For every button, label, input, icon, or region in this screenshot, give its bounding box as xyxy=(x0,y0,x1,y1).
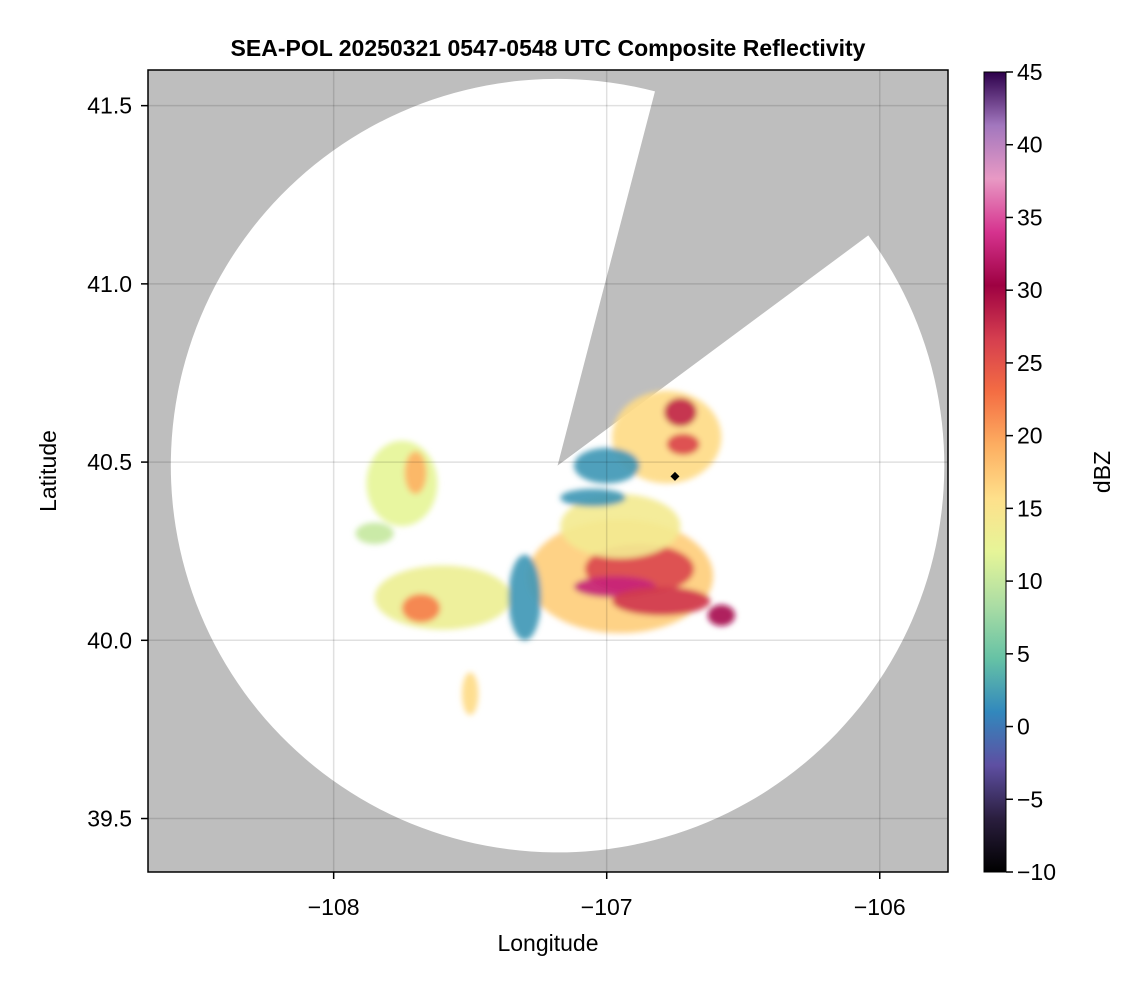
echo-central-north-cell xyxy=(560,494,681,559)
echo-weak-band-south xyxy=(560,488,626,507)
colorbar-tick-label: −5 xyxy=(1017,786,1043,812)
colorbar-ticks: −10 −5 0 5 10 15 20 25 30 35 40 45 xyxy=(1006,59,1056,885)
colorbar-tick-label: 15 xyxy=(1017,495,1043,521)
colorbar-tick-label: 40 xyxy=(1017,132,1043,158)
colorbar-tick-label: 30 xyxy=(1017,277,1043,303)
echo-western-cell xyxy=(374,565,512,630)
y-tick-label: 39.5 xyxy=(87,806,132,832)
y-axis-label: Latitude xyxy=(35,430,61,512)
echo-northeast-weak-band xyxy=(573,447,640,484)
y-tick-label: 40.0 xyxy=(87,627,132,653)
y-tick-label: 40.5 xyxy=(87,449,132,475)
x-axis-ticks: −108 −107 −106 xyxy=(308,872,906,920)
y-axis-ticks: 39.5 40.0 40.5 41.0 41.5 xyxy=(87,93,148,832)
colorbar-tick-label: 0 xyxy=(1017,714,1030,740)
echo-southwest-line xyxy=(461,672,479,716)
colorbar-tick-label: 20 xyxy=(1017,423,1043,449)
echo-west-small-cell xyxy=(355,522,394,545)
colorbar-tick-label: 10 xyxy=(1017,568,1043,594)
plot-frame xyxy=(147,69,949,873)
colorbar-tick-label: 35 xyxy=(1017,204,1043,230)
colorbar-tick-label: 5 xyxy=(1017,641,1030,667)
echo-southeast-core xyxy=(707,604,736,627)
y-tick-label: 41.0 xyxy=(87,271,132,297)
echo-northeast-core-2 xyxy=(666,433,700,455)
x-tick-label: −107 xyxy=(581,894,633,920)
grid-lines xyxy=(148,70,948,872)
echo-northeast-core xyxy=(664,397,697,427)
echo-northwest-core xyxy=(404,451,427,495)
colorbar-label: dBZ xyxy=(1089,451,1115,493)
echo-layer xyxy=(355,390,736,716)
echo-western-core xyxy=(401,593,441,623)
radar-coverage-area xyxy=(170,78,945,853)
colorbar-tick-label: 45 xyxy=(1017,59,1043,85)
chart-title: SEA-POL 20250321 0547-0548 UTC Composite… xyxy=(231,35,866,61)
colorbar-tick-label: 25 xyxy=(1017,350,1043,376)
radar-site-marker xyxy=(670,471,680,481)
colorbar: −10 −5 0 5 10 15 20 25 30 35 40 45 dBZ xyxy=(983,59,1115,885)
plot-area xyxy=(148,70,948,872)
y-tick-label: 41.5 xyxy=(87,93,132,119)
x-tick-label: −106 xyxy=(854,894,906,920)
colorbar-scale xyxy=(983,71,1007,873)
x-axis-label: Longitude xyxy=(497,930,598,956)
colorbar-tick-label: −10 xyxy=(1017,859,1056,885)
echo-northwest-cell xyxy=(366,440,438,527)
echo-main-southern-core-3 xyxy=(612,586,711,616)
echo-western-trough xyxy=(508,554,542,641)
x-tick-label: −108 xyxy=(308,894,360,920)
